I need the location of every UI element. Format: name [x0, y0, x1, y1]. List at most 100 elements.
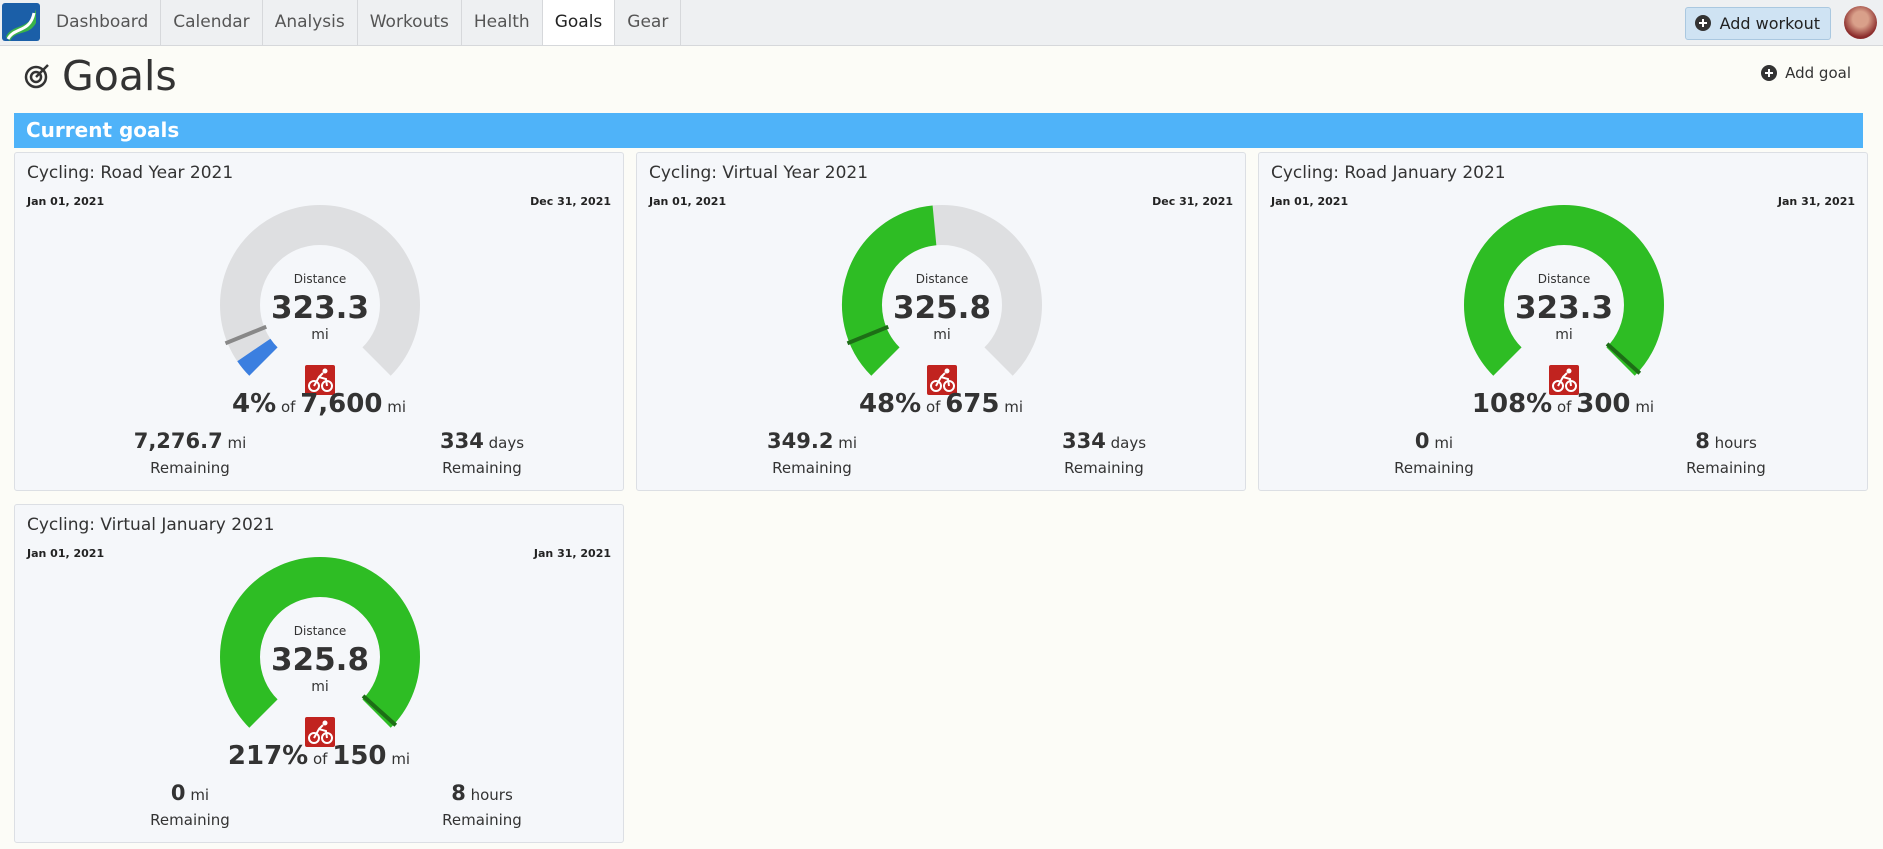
icon-bg: [927, 365, 957, 395]
stat-value: 0: [1414, 429, 1430, 453]
stat-value: 349.2: [767, 429, 834, 453]
goal-title: Cycling: Road January 2021: [1271, 163, 1506, 183]
add-workout-button[interactable]: Add workout: [1684, 7, 1831, 40]
icon-bg: [305, 717, 335, 747]
goal-card[interactable]: Cycling: Virtual Year 2021 Jan 01, 2021 De…: [636, 152, 1246, 491]
percent-line: 217% of 150 mi: [15, 741, 623, 771]
metric-unit: mi: [1555, 327, 1573, 343]
elapsed-marker: [846, 324, 889, 346]
start-date: Jan 01, 2021: [649, 195, 727, 208]
metric-label: Distance: [294, 624, 346, 638]
stat-value: 8: [1695, 429, 1710, 453]
stat-unit: mi: [227, 434, 247, 452]
goal-title: Cycling: Virtual Year 2021: [649, 163, 869, 183]
goal-card[interactable]: Cycling: Virtual January 2021 Jan 01, 202…: [14, 504, 624, 843]
stat-unit: hours: [1714, 434, 1757, 452]
gauge: Distance 325.8mi: [220, 557, 420, 747]
percent: 4%: [232, 389, 277, 419]
gauge: Distance 323.3mi: [220, 205, 420, 395]
stat-unit: mi: [838, 434, 857, 452]
metric-unit: mi: [311, 327, 329, 343]
end-date: Jan 31, 2021: [533, 547, 611, 560]
goal-title: Cycling: Virtual January 2021: [27, 515, 275, 535]
metric-unit: mi: [933, 327, 951, 343]
metric-value: 325.8: [271, 642, 369, 678]
icon-head: [944, 368, 950, 374]
icon-rider: [1557, 372, 1572, 387]
stat: 8 hours Remaining: [1626, 429, 1826, 477]
stat-unit: mi: [190, 786, 210, 804]
nav-tab[interactable]: Health: [462, 0, 543, 45]
of-word: of: [313, 750, 328, 768]
icon-bg: [1549, 365, 1579, 395]
goal-card[interactable]: Cycling: Road Year 2021 Jan 01, 2021 Dec 3…: [14, 152, 624, 491]
percent-line: 4% of 7,600 mi: [15, 389, 623, 419]
logo[interactable]: [2, 3, 40, 41]
goal-card[interactable]: Cycling: Road January 2021 Jan 01, 2021 Ja…: [1258, 152, 1868, 491]
icon-wheel: [1552, 380, 1564, 392]
gauge: Distance 325.8mi: [842, 205, 1042, 395]
stat-value: 334: [439, 429, 484, 453]
of-word: of: [280, 398, 296, 416]
start-date: Jan 01, 2021: [1271, 195, 1349, 208]
stat: 334 days Remaining: [382, 429, 582, 477]
button-label: Add workout: [1719, 14, 1820, 33]
add-goal-button[interactable]: Add goal: [1761, 64, 1851, 82]
stat: 0 mi Remaining: [1334, 429, 1534, 477]
goal-title: Cycling: Road Year 2021: [27, 163, 234, 183]
plus-icon: [1761, 65, 1778, 81]
gauge-track: [220, 205, 420, 376]
avatar[interactable]: [1844, 6, 1877, 39]
nav-tab[interactable]: Calendar: [161, 0, 263, 45]
sport-icon: [305, 365, 335, 395]
metric-value: 325.8: [893, 290, 991, 326]
nav-tab[interactable]: Workouts: [358, 0, 462, 45]
section-header: Current goals: [14, 113, 1863, 148]
stat-value: 8: [451, 781, 466, 805]
gauge-progress: [1464, 205, 1664, 376]
stat: 8 hours Remaining: [382, 781, 582, 829]
tabs: Dashboard Calendar Analysis Workouts Hea…: [44, 0, 682, 45]
stat-label: Remaining: [1064, 459, 1144, 477]
metric-label: Distance: [294, 272, 346, 286]
stat-value: 0: [170, 781, 186, 805]
target-unit: mi: [391, 750, 411, 768]
nav-tab-active[interactable]: Goals: [542, 0, 616, 45]
end-date: Dec 31, 2021: [530, 195, 611, 208]
stat: 334 days Remaining: [1004, 429, 1204, 477]
icon-wheel: [308, 380, 320, 392]
of-word: of: [1557, 398, 1572, 416]
of-word: of: [925, 398, 941, 416]
percent-line: 48% of 675 mi: [637, 389, 1245, 419]
end-date: Dec 31, 2021: [1152, 195, 1233, 208]
metric-label: Distance: [1538, 272, 1590, 286]
stat-label: Remaining: [150, 459, 230, 477]
nav-tab[interactable]: Analysis: [263, 0, 358, 45]
stat: 349.2 mi Remaining: [712, 429, 912, 477]
page-header: Goals: [24, 50, 177, 102]
gauge-progress: [220, 557, 420, 728]
stat-label: Remaining: [442, 811, 522, 829]
sport-icon: [927, 365, 957, 395]
goal-cards: Cycling: Road Year 2021 Jan 01, 2021 Dec 3…: [14, 152, 1868, 843]
end-date: Jan 31, 2021: [1777, 195, 1855, 208]
nav-tab[interactable]: Gear: [615, 0, 682, 45]
icon-wheel: [308, 732, 320, 744]
stat-unit: mi: [1434, 434, 1454, 452]
stat-unit: days: [488, 434, 525, 452]
icon-bg: [305, 365, 335, 395]
icon-rider: [313, 724, 328, 739]
metric-value: 323.3: [271, 290, 369, 326]
goals-icon: [24, 64, 49, 89]
stat-value: 334: [1061, 429, 1106, 453]
stat-label: Remaining: [150, 811, 230, 829]
nav-tab[interactable]: Dashboard: [44, 0, 162, 45]
elapsed-marker: [361, 694, 398, 727]
sport-icon: [1549, 365, 1579, 395]
button-label: Add goal: [1785, 64, 1851, 82]
stat-label: Remaining: [1686, 459, 1766, 477]
stat: 7,276.7 mi Remaining: [90, 429, 290, 477]
icon-wheel: [930, 380, 942, 392]
icon-rider: [313, 372, 328, 387]
